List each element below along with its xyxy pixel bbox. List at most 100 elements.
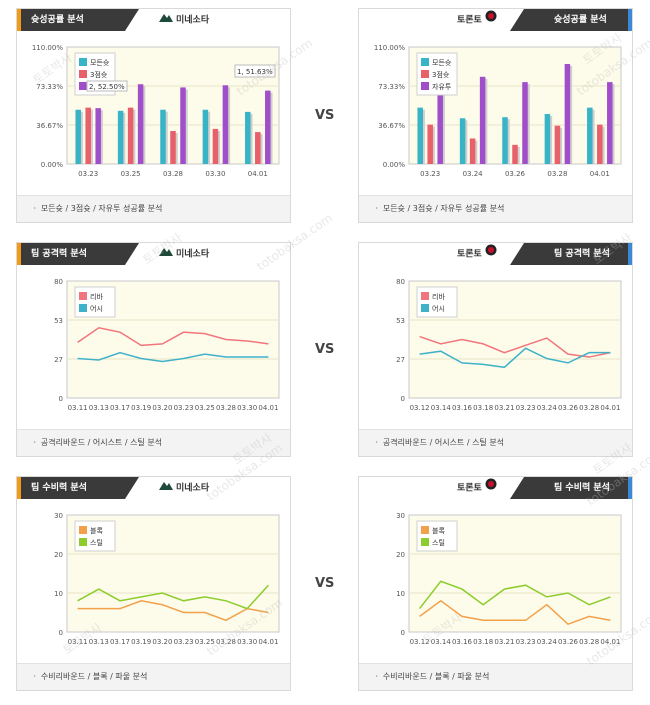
team-name: 미네소타 [159,243,209,265]
y-tick-label: 73.33% [36,83,63,91]
series-line [77,600,269,622]
bar [554,125,561,164]
panel-footer: ㆍ 공격리바운드 / 어시스트 / 스틸 분석 [17,429,290,456]
x-tick-label: 03.14 [431,404,452,412]
x-tick-label: 03.12 [410,404,430,412]
x-tick-label: 03.24 [537,638,558,646]
vs-label: VS [315,342,335,357]
wolves-logo-icon [159,477,173,499]
bar [75,109,81,164]
team-name: 토론토 [457,477,500,499]
y-tick-label: 30 [396,512,405,520]
bar [212,128,219,164]
legend-swatch [79,304,87,312]
x-tick-label: 04.01 [600,638,620,646]
legend-swatch [79,292,87,300]
legend-label: 자유투 [432,82,452,91]
x-tick-label: 03.17 [110,638,130,646]
x-tick-label: 03.25 [195,638,215,646]
team-label: 미네소타 [176,249,210,260]
bar [479,76,486,164]
x-tick-label: 03.11 [68,404,88,412]
y-tick-label: 0 [59,629,63,637]
vs-label: VS [315,108,335,123]
x-tick-label: 03.23 [174,404,194,412]
legend-swatch [421,82,429,90]
x-tick-label: 03.18 [473,404,493,412]
legend-swatch [79,526,87,534]
legend-label: 리바 [90,292,103,301]
bar [512,144,518,164]
y-tick-label: 0.00% [383,161,406,169]
bar [417,107,423,164]
y-tick-label: 73.33% [378,83,405,91]
y-tick-label: 53 [54,317,63,325]
series-line [419,599,611,626]
bar [265,90,271,164]
x-tick-label: 03.26 [558,638,579,646]
y-tick-label: 30 [54,512,63,520]
x-tick-label: 03.30 [237,404,257,412]
bar [202,109,209,164]
x-tick-label: 04.01 [590,170,610,178]
legend-swatch [79,538,87,546]
x-tick-label: 03.28 [579,404,599,412]
legend-label: 스틸 [90,539,103,547]
x-tick-label: 03.19 [131,638,151,646]
x-tick-label: 03.23 [78,170,98,178]
bar [607,82,613,164]
bar [127,107,134,164]
legend-label: 모든슛 [432,59,452,67]
x-tick-label: 03.13 [89,638,109,646]
legend-label: 모든슛 [90,59,110,67]
panel-footer: ㆍ 공격리바운드 / 어시스트 / 스틸 분석 [359,429,632,456]
y-tick-label: 0.00% [41,161,64,169]
legend-swatch [79,58,87,66]
series-line [419,347,611,369]
y-tick-label: 80 [396,278,405,286]
bar [459,118,466,164]
x-tick-label: 03.28 [163,170,183,178]
legend-swatch [421,538,429,546]
panel-header: 슛성공률 분석 미네소타 [17,9,290,31]
y-tick-label: 10 [54,590,63,598]
x-tick-label: 03.30 [205,170,225,178]
team-label: 미네소타 [176,483,210,494]
y-tick-label: 0 [401,395,405,403]
x-tick-label: 04.01 [258,638,278,646]
panel-header: 팀 수비력 분석 미네소타 [17,477,290,499]
legend-swatch [421,304,429,312]
panel-title: 슛성공률 분석 [510,9,632,31]
y-tick-label: 27 [396,356,405,364]
y-tick-label: 0 [59,395,63,403]
panel-title: 슛성공률 분석 [17,9,139,31]
x-tick-label: 03.11 [68,638,88,646]
panel-defense-right: 토론토 팀 수비력 분석 0 10 20 30 03.12 03.14 03.16 03.18… [358,476,633,691]
y-tick-label: 20 [396,551,405,559]
x-tick-label: 04.01 [248,170,268,178]
panel-shooting-right: 토론토 슛성공률 분석 0.00% 36.67% 73.33% 110.00% 03.2… [358,8,633,223]
bar [95,108,101,164]
bar [85,107,91,164]
bar [502,117,508,164]
legend-label: 3점슛 [432,71,450,79]
legend-swatch [421,526,429,534]
y-tick-label: 110.00% [32,44,63,52]
bar [222,85,229,164]
tooltip-text: 1, 51.63% [237,68,273,76]
bar [160,109,166,164]
y-tick-label: 10 [396,590,405,598]
bar [544,114,551,164]
x-tick-label: 03.25 [195,404,215,412]
y-tick-label: 80 [54,278,63,286]
y-tick-label: 36.67% [378,122,405,130]
x-tick-label: 03.30 [237,638,257,646]
series-line [77,351,269,363]
x-tick-label: 03.14 [431,638,452,646]
x-tick-label: 03.24 [463,170,484,178]
x-tick-label: 03.21 [494,638,514,646]
bar [469,138,476,164]
